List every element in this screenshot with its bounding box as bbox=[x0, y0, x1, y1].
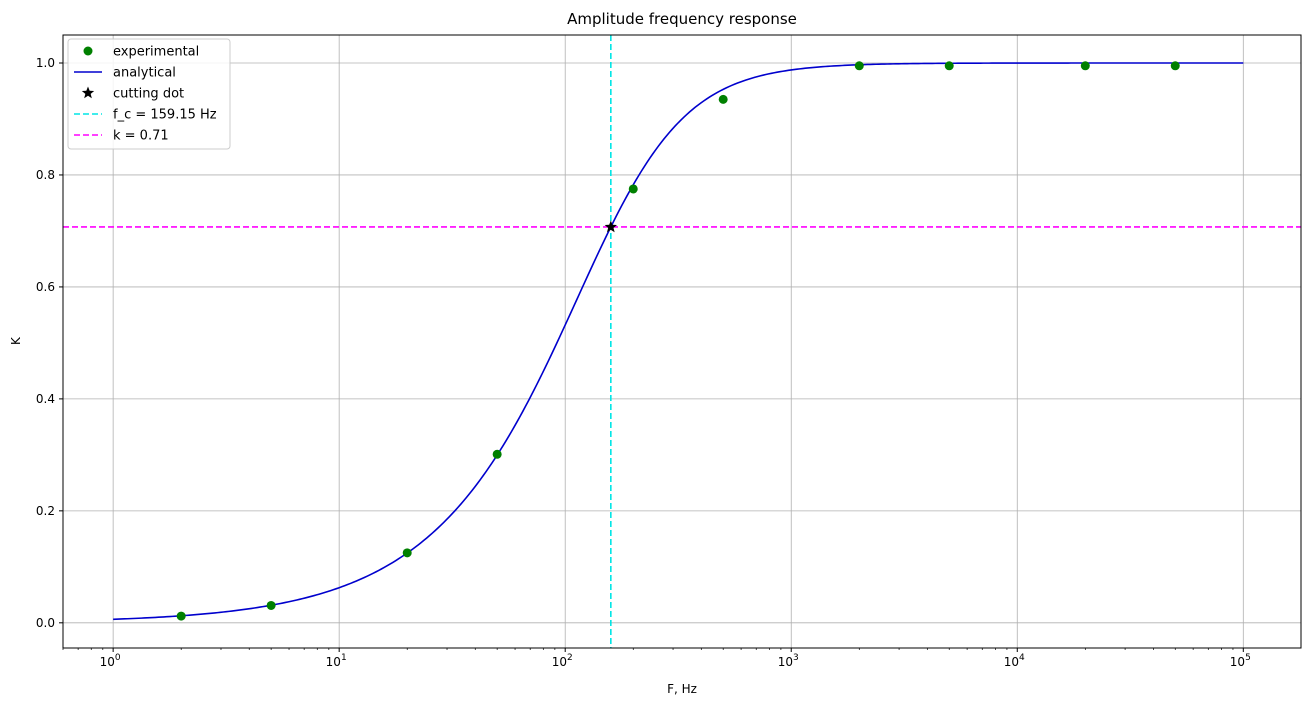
experimental-point bbox=[492, 449, 502, 459]
x-axis-label: F, Hz bbox=[667, 682, 697, 696]
x-tick-label: 104 bbox=[1004, 653, 1025, 669]
legend-swatch-cutting-dot bbox=[81, 86, 95, 99]
legend-label: cutting dot bbox=[113, 87, 184, 102]
x-tick-base: 10 bbox=[1230, 655, 1245, 669]
x-tick-exponent: 1 bbox=[341, 653, 347, 663]
y-tick-label: 0.6 bbox=[36, 280, 55, 294]
x-tick-label: 103 bbox=[778, 653, 799, 669]
x-tick-base: 10 bbox=[100, 655, 115, 669]
x-tick-exponent: 5 bbox=[1245, 653, 1251, 663]
x-tick-base: 10 bbox=[778, 655, 793, 669]
grid bbox=[63, 35, 1301, 648]
experimental-point bbox=[628, 184, 638, 194]
experimental-point bbox=[1170, 61, 1180, 71]
x-tick-label: 105 bbox=[1230, 653, 1251, 669]
x-tick-label: 101 bbox=[326, 653, 347, 669]
y-axis: 0.0 0.2 0.4 0.6 0.8 1.0 bbox=[36, 56, 63, 630]
experimental-point bbox=[1080, 61, 1090, 71]
experimental-point bbox=[402, 548, 412, 558]
experimental-point bbox=[266, 600, 276, 610]
legend-label: f_c = 159.15 Hz bbox=[113, 108, 217, 123]
x-tick-exponent: 4 bbox=[1019, 653, 1025, 663]
plot-frame bbox=[62, 34, 1302, 649]
legend-label: k = 0.71 bbox=[113, 129, 169, 144]
x-tick-exponent: 0 bbox=[115, 653, 121, 663]
x-tick-exponent: 2 bbox=[567, 653, 573, 663]
cutting-dot-marker bbox=[604, 220, 617, 233]
x-tick-base: 10 bbox=[326, 655, 341, 669]
chart-title: Amplitude frequency response bbox=[567, 10, 797, 28]
legend: experimental analytical cutting dot f_c = 1… bbox=[67, 38, 231, 150]
experimental-point bbox=[854, 61, 864, 71]
legend-box bbox=[67, 38, 231, 150]
y-tick-label: 0.2 bbox=[36, 504, 55, 518]
experimental-point bbox=[718, 94, 728, 104]
y-axis-label: K bbox=[9, 336, 23, 345]
legend-label: analytical bbox=[113, 66, 176, 81]
x-tick-base: 10 bbox=[1004, 655, 1019, 669]
x-tick-exponent: 3 bbox=[793, 653, 799, 663]
x-tick-label: 102 bbox=[552, 653, 573, 669]
y-tick-label: 0.4 bbox=[36, 392, 55, 406]
x-tick-base: 10 bbox=[552, 655, 567, 669]
legend-swatch-experimental bbox=[83, 46, 93, 56]
experimental-point bbox=[944, 61, 954, 71]
plot-content bbox=[63, 35, 1301, 648]
legend-label: experimental bbox=[113, 45, 199, 60]
x-tick-label: 100 bbox=[100, 653, 121, 669]
y-tick-label: 0.8 bbox=[36, 168, 55, 182]
x-axis: 100 101 102 103 104 105 bbox=[62, 648, 1251, 669]
y-tick-label: 0.0 bbox=[36, 616, 55, 630]
y-tick-label: 1.0 bbox=[36, 56, 55, 70]
experimental-point bbox=[176, 611, 186, 621]
analytical-curve bbox=[113, 62, 1244, 621]
